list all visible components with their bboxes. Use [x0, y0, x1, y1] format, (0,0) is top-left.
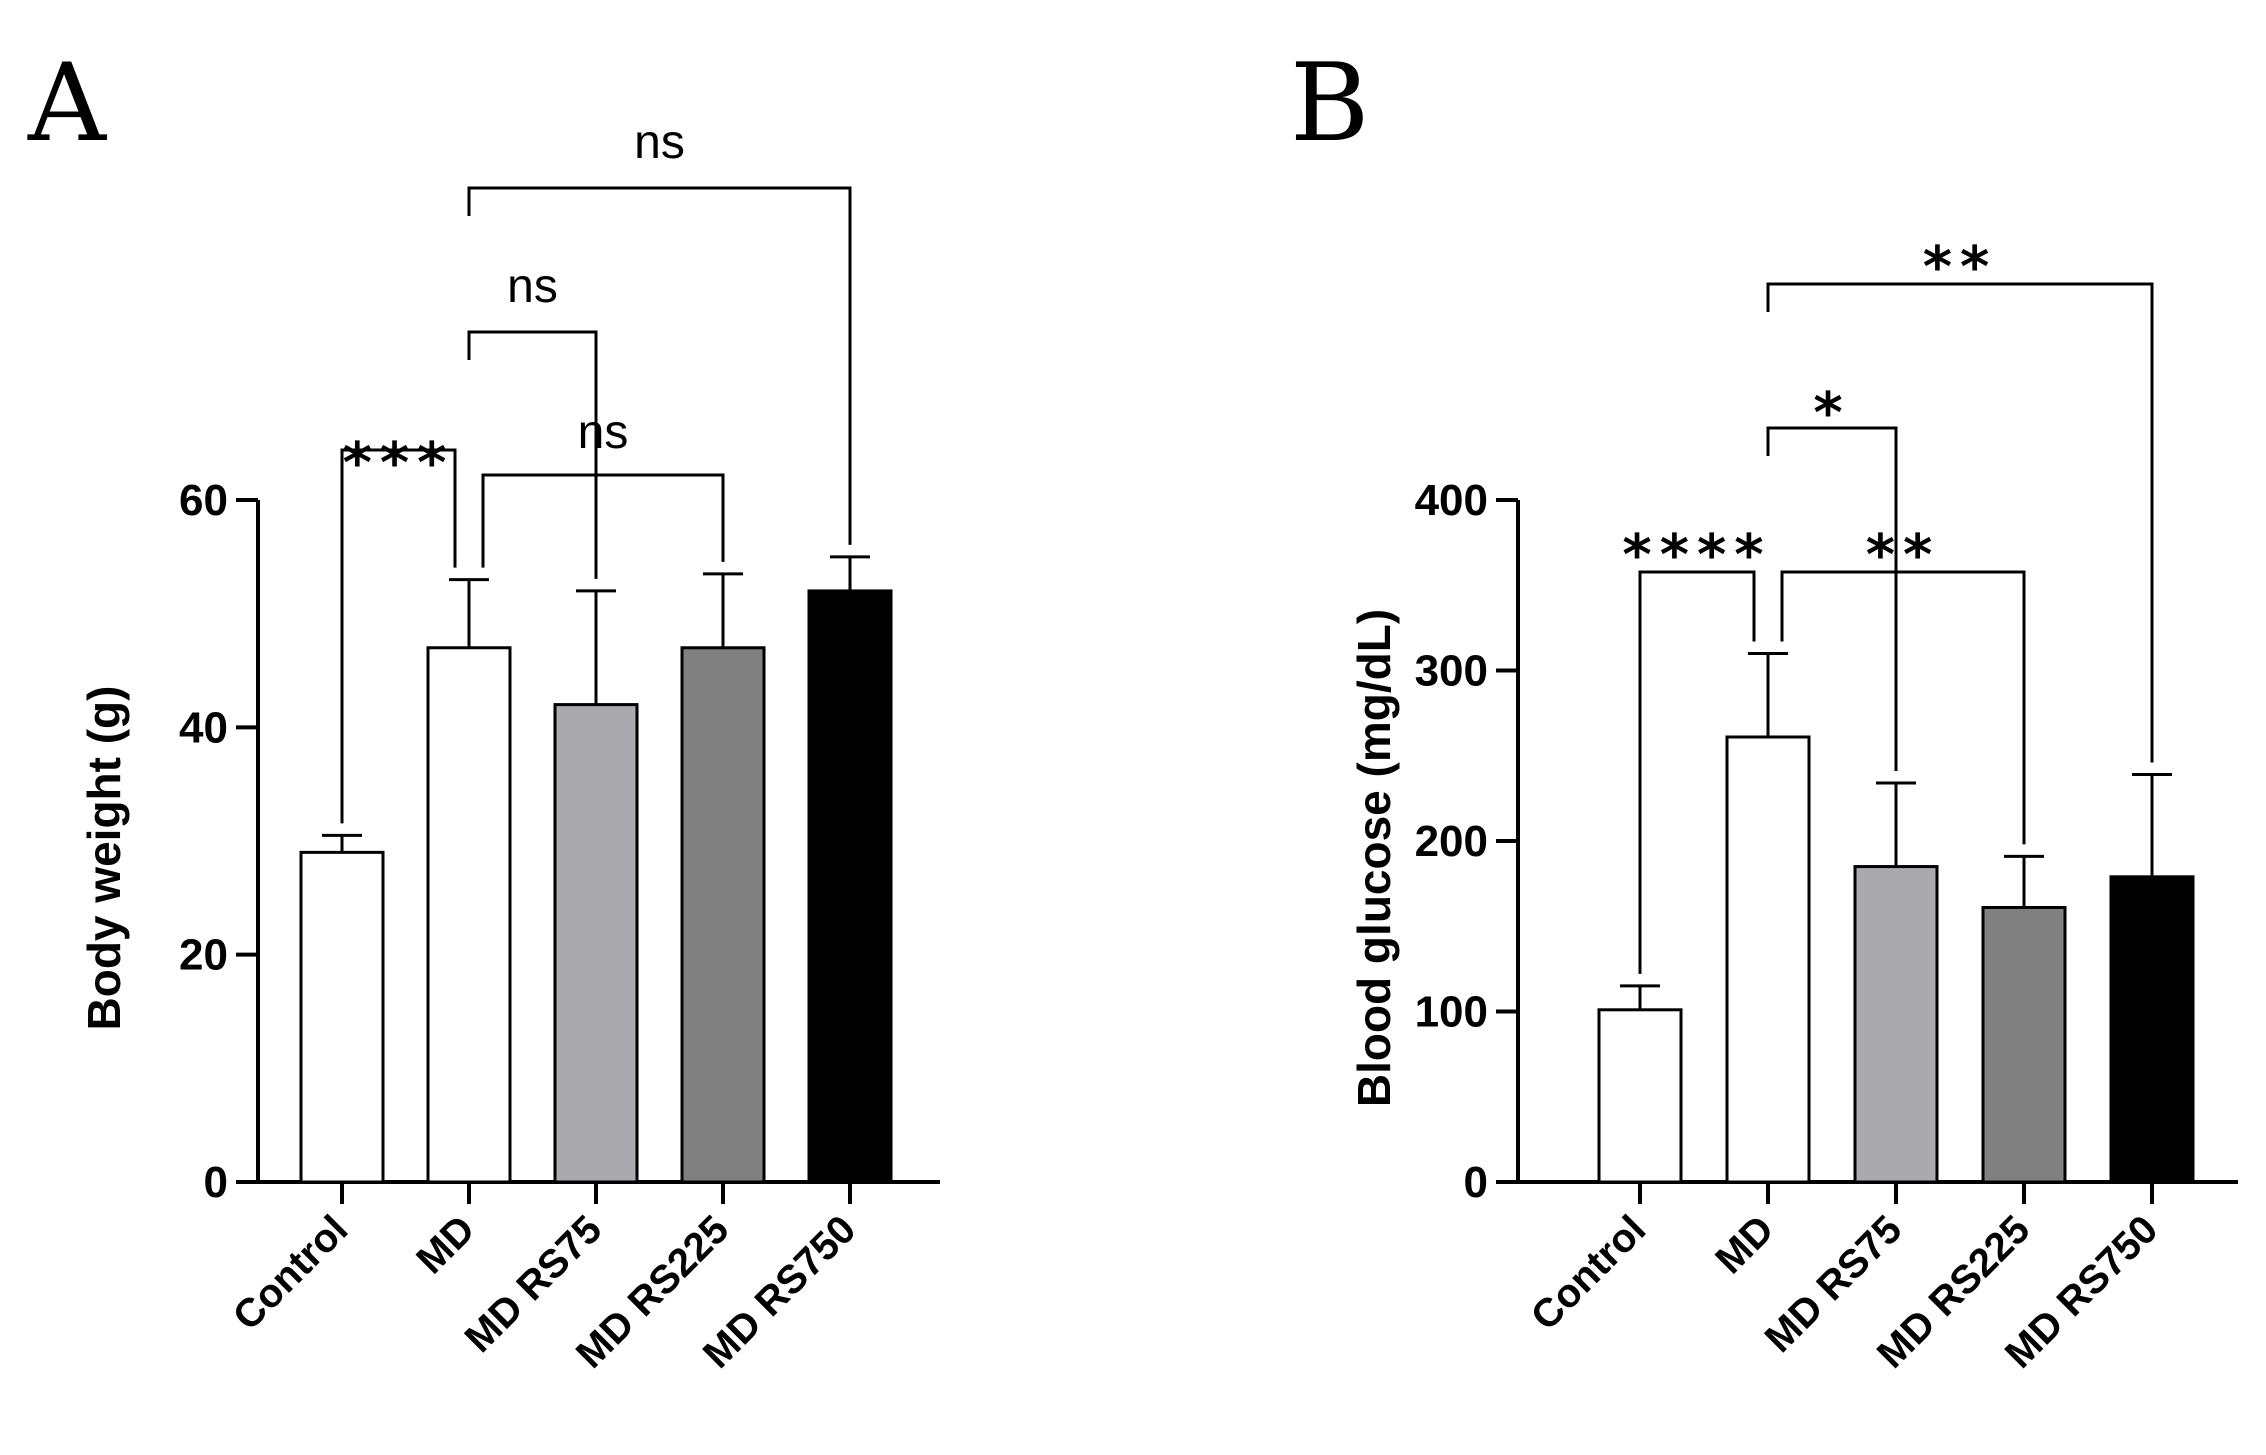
- y-tick-label: 100: [1415, 988, 1488, 1037]
- significance-label: **: [1923, 235, 1998, 300]
- y-tick-label: 0: [1464, 1158, 1488, 1207]
- category-label: MD: [1707, 1207, 1782, 1282]
- category-label: MD: [408, 1207, 483, 1282]
- bar: [2109, 875, 2195, 1184]
- bar: [1853, 865, 1939, 1184]
- significance-label: ns: [578, 406, 629, 459]
- bar: [299, 850, 385, 1184]
- significance-label: ****: [1622, 523, 1771, 588]
- significance-label: **: [1866, 523, 1941, 588]
- bar: [1597, 1008, 1683, 1184]
- y-tick-label: 300: [1415, 647, 1488, 696]
- bar: [680, 646, 766, 1184]
- y-tick-label: 400: [1415, 476, 1488, 525]
- bar: [807, 589, 893, 1184]
- panel-b-y-axis-title: Blood glucose (mg/dL): [1348, 609, 1400, 1107]
- bar: [553, 703, 639, 1184]
- significance-bracket: [467, 330, 598, 579]
- significance-bracket: [1780, 570, 2026, 845]
- y-tick-label: 200: [1415, 817, 1488, 866]
- bar: [1981, 905, 2067, 1184]
- panel-b-letter: B: [1290, 41, 1369, 166]
- category-label: Control: [225, 1207, 357, 1339]
- bar: [1725, 735, 1811, 1184]
- significance-label: ns: [507, 260, 558, 313]
- significance-bracket: [481, 473, 725, 568]
- significance-bracket: [467, 186, 852, 545]
- bar: [426, 646, 512, 1184]
- panel-b: B Blood glucose (mg/dL) 0 100 200 300 400 Con…: [1290, 41, 2238, 1377]
- y-tick-label: 0: [204, 1158, 228, 1207]
- panel-a-letter: A: [27, 41, 108, 166]
- y-tick-label: 40: [179, 703, 228, 752]
- category-label: Control: [1523, 1207, 1655, 1339]
- significance-bracket: [340, 448, 457, 824]
- significance-label: *: [1813, 381, 1850, 446]
- significance-bracket: [1766, 282, 2154, 763]
- significance-label: ***: [343, 431, 455, 496]
- y-tick-label: 60: [179, 476, 228, 525]
- panel-a-y-axis-title: Body weight (g): [78, 686, 130, 1031]
- significance-bracket: [1638, 570, 1756, 974]
- y-tick-label: 20: [179, 931, 228, 980]
- significance-label: ns: [634, 116, 685, 169]
- significance-bracket: [1766, 426, 1898, 772]
